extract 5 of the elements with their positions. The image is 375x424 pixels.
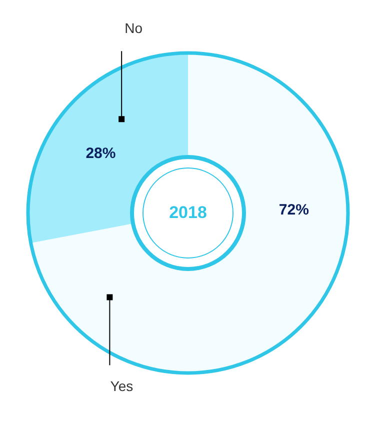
- slice-label: Yes: [110, 378, 134, 394]
- data-label: 72%: [278, 202, 309, 219]
- data-label: 28%: [86, 144, 116, 162]
- slice-label: No: [124, 20, 143, 36]
- text: 2018: [169, 203, 207, 222]
